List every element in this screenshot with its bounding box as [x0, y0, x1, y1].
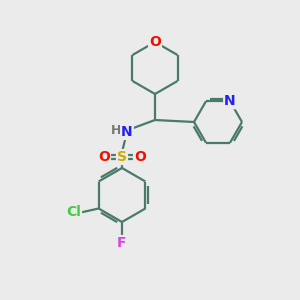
Text: S: S	[117, 150, 127, 164]
Text: O: O	[149, 35, 161, 49]
Text: O: O	[98, 150, 110, 164]
Text: N: N	[224, 94, 236, 108]
Text: O: O	[134, 150, 146, 164]
Text: Cl: Cl	[66, 206, 81, 220]
Text: H: H	[111, 124, 121, 136]
Text: N: N	[121, 125, 133, 139]
Text: F: F	[117, 236, 127, 250]
